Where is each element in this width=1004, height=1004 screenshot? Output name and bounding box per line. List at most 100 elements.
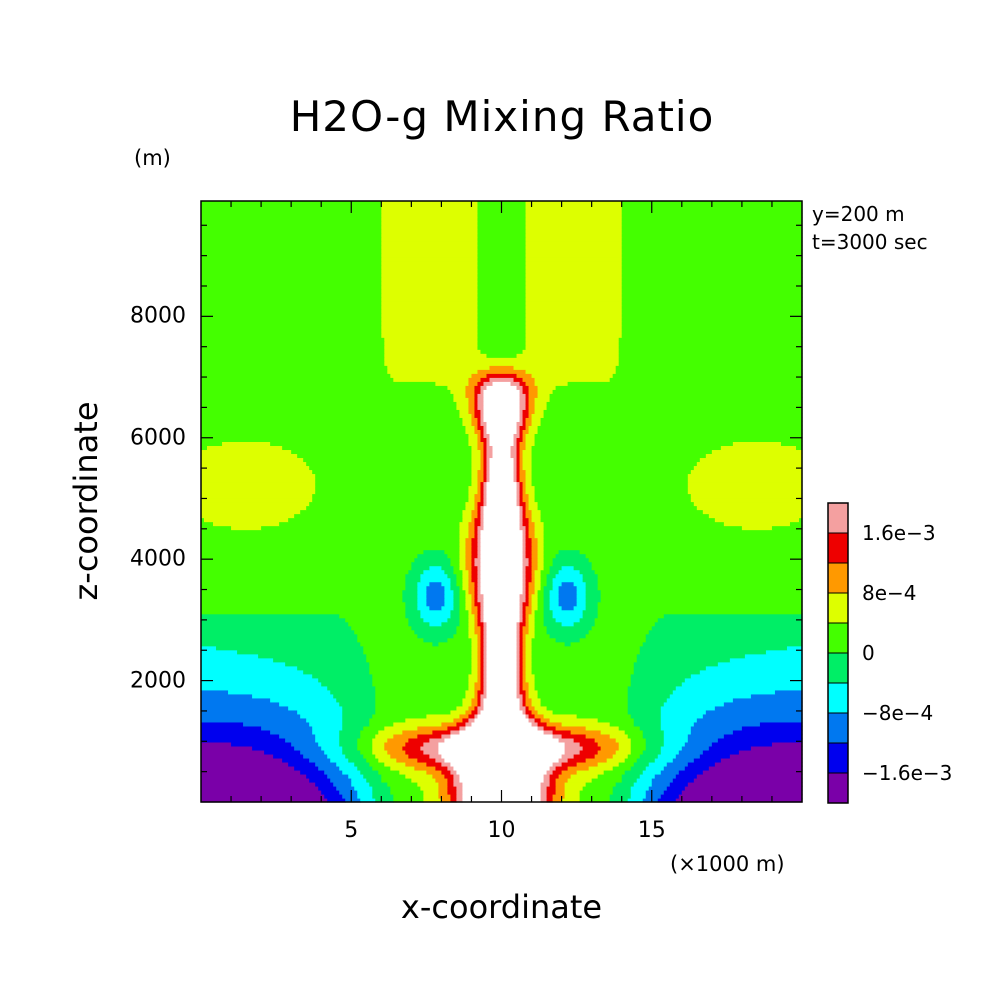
contour-cell — [405, 601, 418, 607]
contour-cell — [600, 729, 626, 735]
contour-cell — [471, 457, 482, 463]
contour-cell — [201, 421, 464, 426]
contour-cell — [528, 561, 533, 567]
contour-cell — [543, 777, 551, 783]
contour-cell — [633, 665, 707, 671]
contour-cell — [525, 637, 533, 643]
contour-cell — [465, 505, 476, 511]
contour-cell — [531, 545, 539, 551]
contour-cell — [588, 765, 614, 771]
contour-cell — [516, 445, 521, 451]
contour-cell — [477, 641, 482, 647]
contour-cell — [381, 773, 406, 779]
contour-cell — [462, 417, 473, 422]
contour-cell — [579, 749, 599, 755]
contour-cell — [312, 493, 470, 499]
contour-cell — [477, 665, 482, 671]
contour-cell — [519, 481, 524, 487]
contour-cell — [687, 489, 803, 495]
contour-cell — [480, 693, 488, 699]
contour-cell — [201, 525, 232, 531]
contour-cell — [462, 701, 473, 707]
contour-cell — [477, 553, 482, 559]
contour-cell — [708, 745, 752, 751]
contour-cell — [300, 749, 325, 755]
contour-cell — [381, 201, 479, 206]
contour-cell — [483, 489, 488, 495]
contour-cell — [549, 633, 587, 639]
contour-cell — [483, 409, 521, 414]
contour-cell — [471, 721, 533, 727]
contour-cell — [309, 721, 343, 727]
contour-cell — [612, 373, 803, 378]
contour-cell — [480, 617, 485, 623]
contour-cell — [483, 605, 521, 611]
contour-cell — [201, 633, 358, 639]
contour-cell — [201, 401, 458, 406]
contour-cell — [480, 569, 524, 575]
contour-cell — [201, 529, 461, 535]
contour-cell — [486, 689, 518, 695]
contour-cell — [531, 577, 536, 583]
contour-cell — [525, 261, 623, 266]
contour-cell — [687, 737, 719, 743]
contour-cell — [303, 457, 473, 463]
contour-cell — [543, 605, 551, 611]
contour-cell — [297, 665, 370, 671]
contour-cell — [525, 549, 533, 555]
contour-cell — [477, 609, 482, 615]
contour-cell — [708, 765, 803, 771]
contour-cell — [438, 793, 452, 799]
contour-cell — [519, 393, 527, 398]
contour-cell — [522, 389, 530, 394]
contour-cell — [471, 453, 482, 459]
contour-cell — [576, 593, 587, 599]
contour-cell — [456, 573, 464, 579]
contour-cell — [288, 517, 464, 523]
contour-cell — [486, 421, 518, 426]
contour-cell — [720, 445, 797, 451]
contour-cell — [369, 661, 473, 667]
contour-cell — [480, 529, 524, 535]
contour-cell — [705, 709, 803, 715]
contour-cell — [438, 745, 566, 751]
contour-cell — [468, 589, 476, 595]
contour-cell — [780, 441, 803, 447]
contour-cell — [459, 529, 470, 535]
contour-cell — [477, 245, 527, 250]
colorbar-label: 8e−4 — [862, 581, 917, 605]
contour-cell — [516, 641, 521, 647]
contour-cell — [465, 597, 473, 603]
contour-cell — [420, 785, 439, 791]
contour-cell — [279, 733, 316, 739]
contour-cell — [651, 777, 674, 783]
contour-cell — [477, 253, 527, 258]
contour-cell — [621, 217, 803, 222]
contour-cell — [534, 717, 542, 723]
contour-cell — [522, 409, 530, 414]
contour-cell — [426, 761, 442, 767]
contour-cell — [201, 297, 382, 302]
contour-cell — [480, 681, 485, 687]
contour-cell — [567, 777, 593, 783]
contour-cell — [474, 517, 482, 523]
contour-cell — [438, 785, 449, 791]
contour-cell — [483, 413, 521, 418]
contour-cell — [459, 601, 467, 607]
contour-cell — [462, 509, 473, 515]
contour-cell — [630, 765, 647, 771]
contour-cell — [549, 601, 560, 607]
contour-cell — [405, 741, 424, 747]
contour-cell — [525, 217, 623, 222]
contour-cell — [552, 793, 566, 799]
contour-cell — [201, 553, 418, 559]
contour-cell — [486, 477, 491, 483]
contour-cell — [381, 305, 479, 310]
contour-cell — [411, 625, 458, 631]
contour-cell — [201, 729, 271, 735]
contour-cell — [339, 741, 358, 747]
contour-cell — [381, 281, 479, 286]
contour-cell — [540, 785, 548, 791]
contour-cell — [474, 557, 482, 563]
contour-cell — [666, 697, 734, 703]
